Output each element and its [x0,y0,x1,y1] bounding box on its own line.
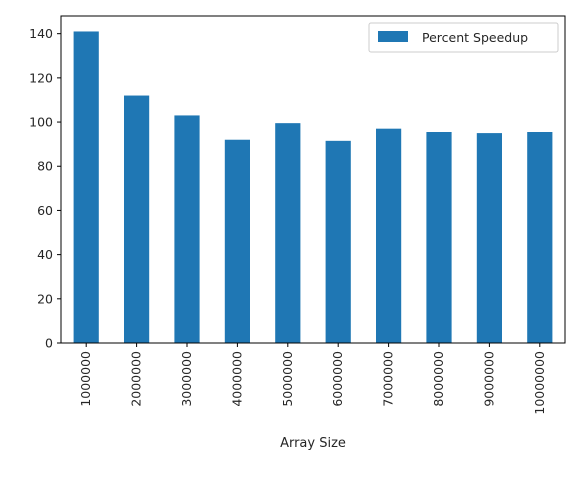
bar [527,132,553,343]
legend-label: Percent Speedup [422,30,528,45]
y-tick-label: 120 [29,70,53,85]
bar [174,115,200,344]
y-tick-label: 60 [37,203,53,218]
y-axis-ticks: 0 20 40 60 80 100 120 140 [29,26,61,351]
x-tick-label: 8000000 [431,351,446,407]
y-tick-label: 0 [45,336,53,351]
y-tick-label: 140 [29,26,53,41]
bar [224,139,250,343]
x-tick-label: 1000000 [78,351,93,407]
x-tick-label: 6000000 [330,351,345,407]
x-tick-label: 4000000 [229,351,244,407]
bar [73,31,99,343]
y-tick-label: 100 [29,115,53,130]
x-axis-title: Array Size [280,436,346,451]
bar [476,133,502,343]
bar [376,128,402,343]
x-tick-label: 3000000 [179,351,194,407]
x-tick-label: 10000000 [532,351,547,415]
x-tick-label: 9000000 [481,351,496,407]
x-tick-label: 5000000 [280,351,295,407]
x-axis-ticks: 1000000 2000000 3000000 4000000 5000000 60000… [78,343,547,415]
bar [124,95,150,343]
legend: Percent Speedup [368,22,559,53]
legend-swatch [378,31,408,42]
bar [275,123,301,343]
y-tick-label: 20 [37,291,53,306]
y-tick-label: 40 [37,247,53,262]
legend-frame [368,22,559,53]
x-tick-label: 2000000 [129,351,144,407]
plot-frame [60,15,566,344]
bar [426,132,452,343]
x-tick-label: 7000000 [381,351,396,407]
bar [325,140,351,343]
bars-group [73,31,553,344]
y-tick-label: 80 [37,159,53,174]
